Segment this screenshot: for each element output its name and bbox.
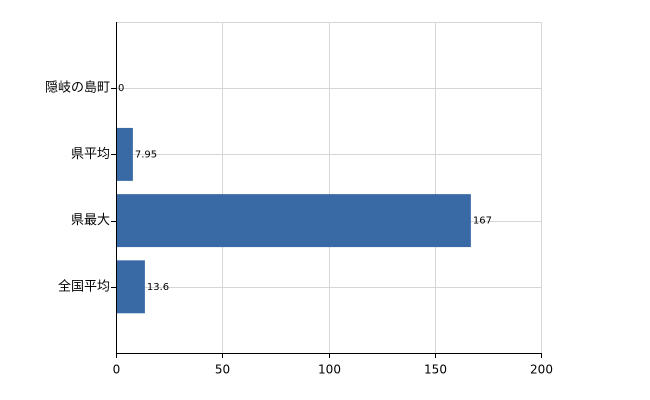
x-tick-label: 100 — [318, 363, 341, 377]
y-tick-label: 県平均 — [71, 147, 110, 162]
value-label: 13.6 — [147, 282, 169, 293]
value-label: 7.95 — [135, 149, 157, 160]
x-tick-label: 50 — [215, 363, 230, 377]
y-tick-label: 県最大 — [71, 213, 110, 228]
y-tick-label: 全国平均 — [58, 278, 110, 294]
value-label: 167 — [473, 216, 492, 227]
x-tick-label: 200 — [530, 363, 553, 377]
x-tick-label: 150 — [424, 363, 447, 377]
bar — [116, 194, 471, 248]
x-tick-label: 0 — [113, 363, 121, 377]
y-tick-label: 隠岐の島町 — [45, 81, 110, 96]
bar — [116, 127, 133, 181]
bar — [116, 260, 145, 314]
value-label: 0 — [118, 83, 124, 94]
